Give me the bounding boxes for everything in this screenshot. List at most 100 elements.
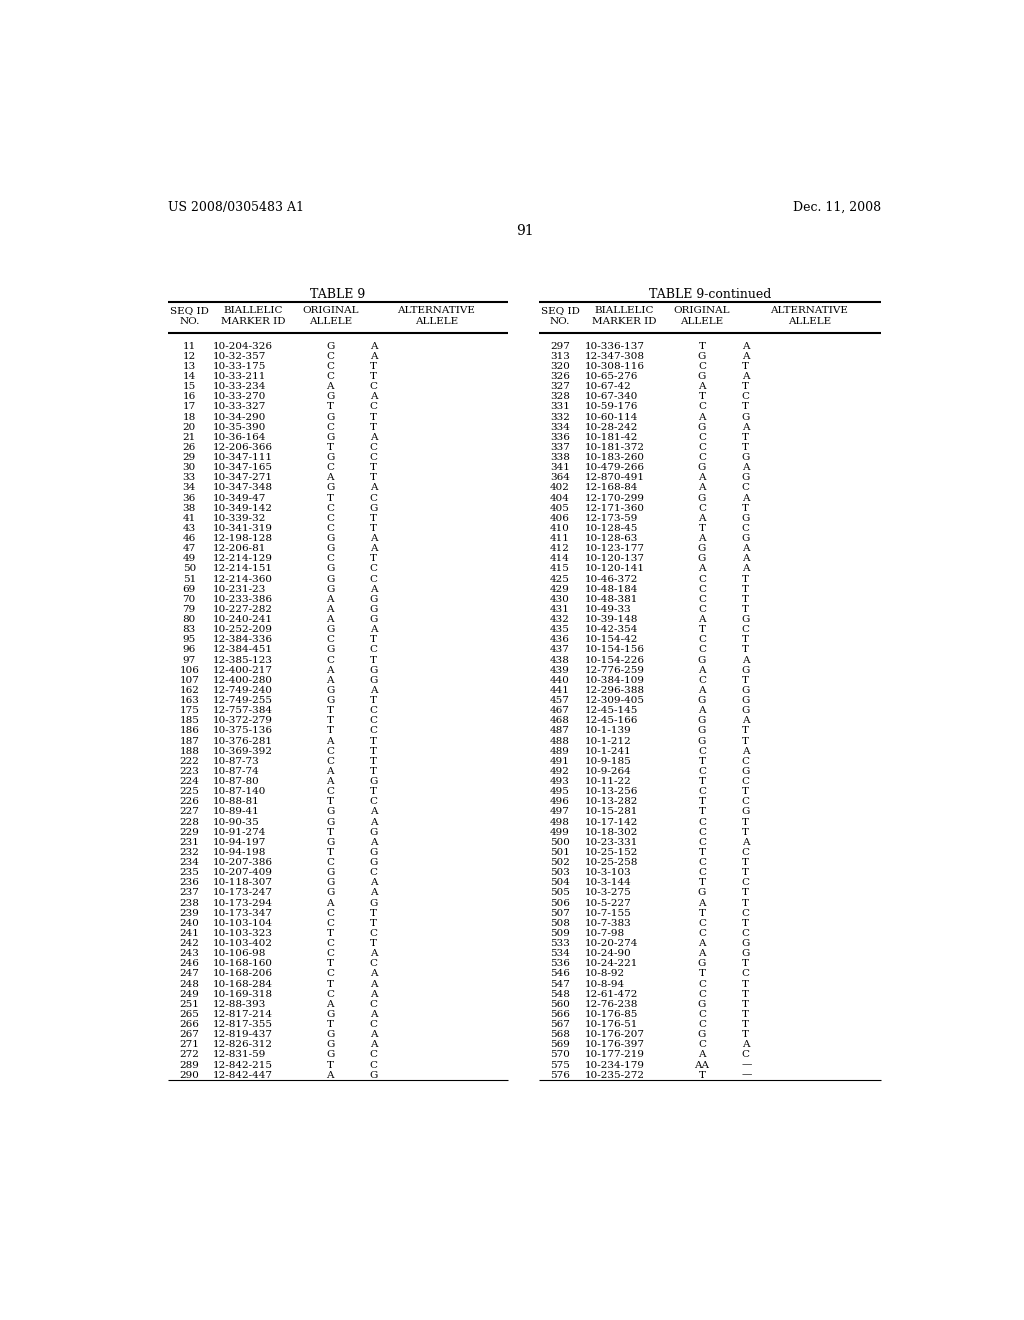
Text: A: A [370,838,377,847]
Text: 10-91-274: 10-91-274 [213,828,266,837]
Text: A: A [370,535,377,543]
Text: 83: 83 [182,626,196,634]
Text: 468: 468 [550,717,570,725]
Text: T: T [741,635,749,644]
Text: 566: 566 [550,1010,570,1019]
Text: A: A [698,686,706,694]
Text: 576: 576 [550,1071,570,1080]
Text: A: A [370,342,377,351]
Text: T: T [741,362,749,371]
Text: 249: 249 [179,990,199,999]
Text: G: G [741,706,751,715]
Text: C: C [698,858,706,867]
Text: 175: 175 [179,706,199,715]
Text: 10-35-390: 10-35-390 [213,422,266,432]
Text: 501: 501 [550,847,570,857]
Text: T: T [327,494,334,503]
Text: C: C [327,939,334,948]
Text: T: T [370,635,377,644]
Text: 163: 163 [179,696,199,705]
Text: 10-94-198: 10-94-198 [213,847,266,857]
Text: ORIGINAL
ALLELE: ORIGINAL ALLELE [674,306,730,326]
Text: T: T [327,847,334,857]
Text: 12-749-255: 12-749-255 [213,696,273,705]
Text: A: A [741,656,750,664]
Text: T: T [370,747,377,755]
Text: C: C [698,585,706,594]
Text: 336: 336 [550,433,570,442]
Text: A: A [327,665,334,675]
Text: 10-33-175: 10-33-175 [213,362,266,371]
Text: 10-15-281: 10-15-281 [585,808,638,817]
Text: G: G [370,605,378,614]
Text: C: C [698,676,706,685]
Text: A: A [327,676,334,685]
Text: T: T [698,847,706,857]
Text: 34: 34 [182,483,196,492]
Text: 10-154-42: 10-154-42 [585,635,638,644]
Text: 15: 15 [182,383,196,391]
Text: T: T [327,444,334,451]
Text: 533: 533 [550,939,570,948]
Text: C: C [327,969,334,978]
Text: C: C [698,645,706,655]
Text: 228: 228 [179,817,199,826]
Text: G: G [326,1040,335,1049]
Text: 548: 548 [550,990,570,999]
Text: T: T [741,574,749,583]
Text: T: T [741,999,749,1008]
Text: C: C [698,919,706,928]
Text: 406: 406 [550,513,570,523]
Text: G: G [697,656,707,664]
Text: A: A [698,899,706,908]
Text: 492: 492 [550,767,570,776]
Text: A: A [370,1030,377,1039]
Text: 10-347-165: 10-347-165 [213,463,273,473]
Text: 10-7-98: 10-7-98 [585,929,625,939]
Text: 440: 440 [550,676,570,685]
Text: 415: 415 [550,565,570,573]
Text: A: A [327,615,334,624]
Text: G: G [741,453,751,462]
Text: 12-385-123: 12-385-123 [213,656,273,664]
Text: T: T [741,817,749,826]
Text: C: C [698,635,706,644]
Text: 10-176-397: 10-176-397 [585,1040,644,1049]
Text: A: A [370,483,377,492]
Text: 10-120-141: 10-120-141 [585,565,644,573]
Text: A: A [698,615,706,624]
Text: G: G [370,676,378,685]
Text: 289: 289 [179,1060,199,1069]
Text: C: C [370,869,378,878]
Text: 320: 320 [550,362,570,371]
Text: T: T [370,908,377,917]
Text: C: C [327,656,334,664]
Text: T: T [698,1071,706,1080]
Text: T: T [741,645,749,655]
Text: C: C [741,392,750,401]
Text: C: C [698,828,706,837]
Text: 222: 222 [179,756,199,766]
Text: G: G [741,615,751,624]
Text: 41: 41 [182,513,196,523]
Text: 10-118-307: 10-118-307 [213,878,273,887]
Text: 502: 502 [550,858,570,867]
Text: A: A [327,605,334,614]
Text: A: A [741,494,750,503]
Text: 505: 505 [550,888,570,898]
Text: T: T [370,362,377,371]
Text: A: A [327,737,334,746]
Text: 12-170-299: 12-170-299 [585,494,644,503]
Text: T: T [741,605,749,614]
Text: C: C [741,908,750,917]
Text: G: G [697,726,707,735]
Text: G: G [370,899,378,908]
Text: 91: 91 [516,224,534,238]
Text: 10-234-179: 10-234-179 [585,1060,644,1069]
Text: A: A [370,979,377,989]
Text: C: C [741,847,750,857]
Text: TABLE 9: TABLE 9 [310,288,366,301]
Text: 10-9-264: 10-9-264 [585,767,631,776]
Text: 290: 290 [179,1071,199,1080]
Text: 10-177-219: 10-177-219 [585,1051,644,1060]
